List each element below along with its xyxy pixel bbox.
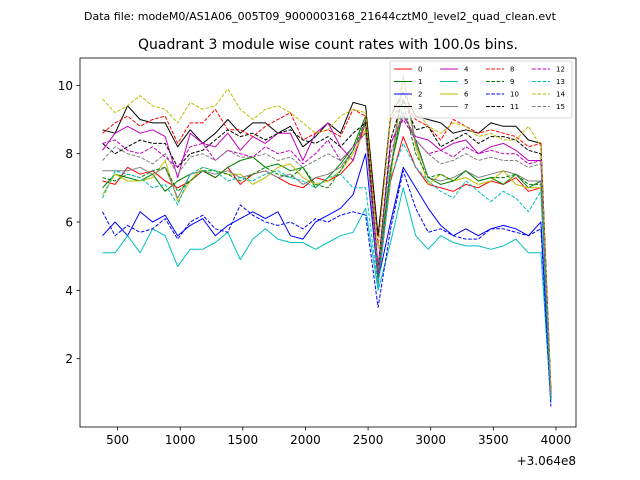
legend-label-10: 10 — [510, 91, 519, 99]
y-tick-label: 8 — [65, 147, 73, 161]
y-tick-label: 2 — [65, 352, 73, 366]
series-line-9 — [102, 101, 552, 400]
legend-label-15: 15 — [556, 103, 565, 111]
legend-label-13: 13 — [556, 78, 565, 86]
series-line-2 — [102, 153, 552, 400]
legend-label-6: 6 — [464, 91, 469, 99]
x-tick-label: 2000 — [290, 433, 321, 447]
x-tick-label: 3500 — [478, 433, 509, 447]
legend-label-2: 2 — [418, 91, 422, 99]
series-line-13 — [102, 142, 552, 400]
legend-label-14: 14 — [556, 91, 565, 99]
series-line-12 — [102, 119, 552, 397]
legend-label-1: 1 — [418, 78, 422, 86]
series-line-7 — [102, 74, 552, 397]
series-line-6 — [102, 78, 552, 397]
legend-label-12: 12 — [556, 66, 565, 74]
x-tick-label: 3000 — [415, 433, 446, 447]
series-line-10 — [102, 170, 552, 407]
x-tick-label: 4000 — [541, 433, 572, 447]
x-tick-label: 1500 — [228, 433, 259, 447]
y-tick-label: 6 — [65, 216, 73, 230]
data-file-subtitle: Data file: modeM0/AS1A06_005T09_90000031… — [84, 10, 557, 23]
legend-label-0: 0 — [418, 66, 422, 74]
y-tick-label: 10 — [58, 79, 73, 93]
series-line-11 — [102, 98, 552, 393]
legend-label-5: 5 — [464, 78, 468, 86]
legend-label-8: 8 — [510, 66, 514, 74]
legend-label-7: 7 — [464, 103, 468, 111]
axes-frame — [79, 57, 577, 428]
x-tick-label: 500 — [106, 433, 129, 447]
x-offset-label: +3.064e8 — [517, 454, 576, 468]
axes: 500 1000 1500 2000 2500 3000 3500 4000 +3.064e8 2… — [58, 57, 577, 468]
x-tick-label: 2500 — [353, 433, 384, 447]
series-line-14 — [102, 81, 552, 390]
series-line-0 — [102, 122, 552, 397]
x-tick-label: 1000 — [165, 433, 196, 447]
series-line-15 — [102, 112, 552, 397]
legend-label-9: 9 — [510, 78, 514, 86]
series-line-8 — [102, 101, 552, 393]
plot-area — [102, 74, 552, 407]
series-line-4 — [102, 115, 552, 393]
legend-label-3: 3 — [418, 103, 422, 111]
chart-title: Quadrant 3 module wise count rates with … — [138, 37, 518, 53]
series-line-5 — [102, 187, 552, 404]
series-line-1 — [102, 112, 552, 400]
y-tick-label: 4 — [65, 284, 73, 298]
legend-label-4: 4 — [464, 66, 469, 74]
legend-label-11: 11 — [510, 103, 519, 111]
legend-box — [389, 60, 573, 119]
